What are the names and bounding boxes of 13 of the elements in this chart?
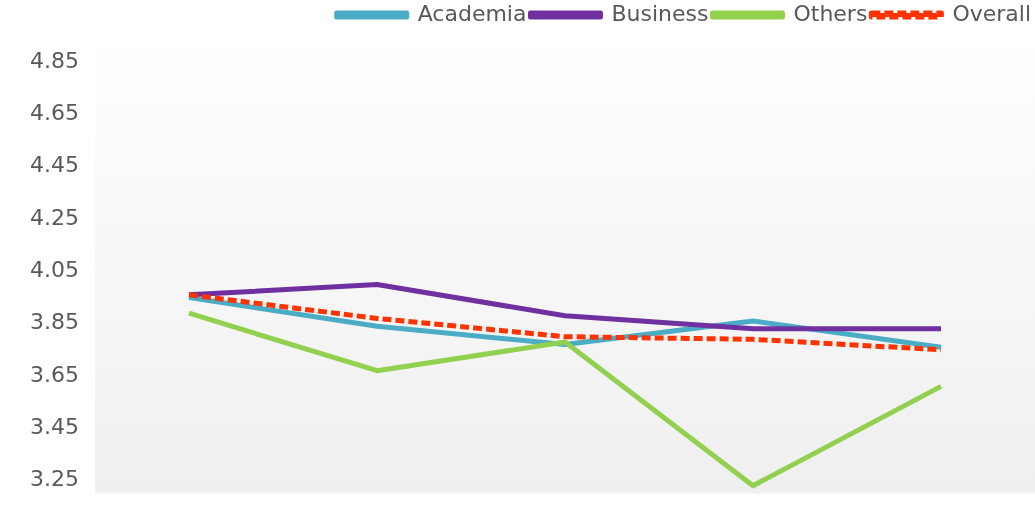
y-tick-label: 3.85	[30, 309, 79, 335]
y-tick-label: 4.85	[30, 47, 79, 73]
y-tick-label: 4.65	[30, 100, 79, 126]
legend-label: Academia	[417, 0, 527, 26]
y-tick-label: 3.65	[30, 361, 79, 387]
legend-label: Overall	[952, 0, 1031, 26]
y-tick-label: 3.45	[30, 413, 79, 439]
y-tick-label: 4.05	[30, 257, 79, 283]
y-tick-label: 4.25	[30, 204, 79, 230]
legend-label: Business	[611, 0, 709, 26]
y-tick-label: 4.45	[30, 152, 79, 178]
legend-label: Others	[793, 0, 868, 26]
y-tick-label: 3.25	[30, 466, 79, 492]
